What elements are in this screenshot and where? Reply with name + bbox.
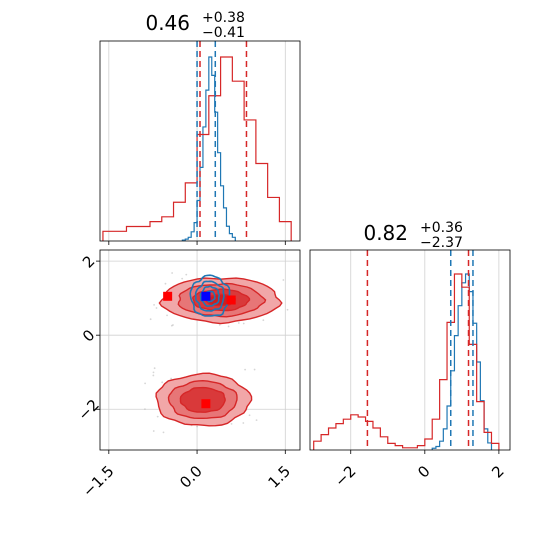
title-param-2-value: 0.82 (363, 221, 408, 245)
title-param-1-plus: +0.38 (202, 10, 245, 26)
blue-contour-1 (194, 280, 225, 312)
tick-label-x-2: 2 (488, 462, 507, 481)
quantile-lines-param-1 (196, 41, 248, 241)
truth-markers (163, 291, 236, 409)
joint-panel: −1.5 0.0 1.5 2 0 −2 (75, 249, 301, 501)
tick-label-x-1: 0 (414, 462, 433, 481)
histogram-param-2 (313, 273, 500, 450)
sample-point (248, 414, 251, 417)
truth-marker-3 (201, 291, 211, 301)
title-param-1-value: 0.46 (145, 11, 190, 35)
title-param-1-minus: −0.41 (202, 25, 245, 41)
tick-label-y-0: 2 (79, 252, 98, 271)
sample-point (196, 425, 199, 428)
sample-point (170, 324, 173, 327)
sample-point (255, 419, 258, 422)
sample-point (153, 303, 155, 306)
histogram-series-0 (431, 273, 493, 450)
sample-point (262, 319, 265, 322)
truth-marker-2 (201, 399, 211, 409)
tick-label-x-2: 1.5 (265, 462, 295, 492)
histogram-series-0 (181, 56, 236, 241)
blue-contour-0 (189, 274, 231, 317)
sample-point (253, 368, 256, 371)
tick-label-x-0: −2 (331, 462, 359, 490)
sample-point (153, 367, 156, 370)
ticks-param-2: −2 0 2 (331, 450, 508, 490)
sample-point (164, 282, 167, 285)
sample-point (155, 307, 158, 309)
sample-point (149, 318, 152, 321)
tick-label-y-2: −2 (75, 396, 103, 424)
tick-label-x-0: −1.5 (79, 462, 117, 500)
sample-point (144, 382, 147, 385)
ticks-param-1 (108, 241, 286, 245)
sample-point (237, 322, 240, 324)
histogram-series-1 (102, 56, 292, 241)
title-param-2-minus: −2.37 (420, 235, 463, 251)
truth-marker-1 (226, 295, 236, 305)
axes-frame-param-2 (309, 249, 511, 451)
histogram-series-1 (313, 273, 500, 450)
sample-point (230, 422, 233, 425)
sample-point (218, 323, 221, 326)
sample-point (144, 408, 146, 410)
axes-frame-joint (99, 249, 301, 451)
sample-point (171, 272, 174, 274)
sample-point (181, 277, 184, 280)
truth-marker-0 (163, 291, 173, 301)
axes-frame-param-1 (99, 40, 301, 242)
sample-point (185, 273, 188, 276)
marginal-panel-param-2: 0.82 +0.36 −2.37 −2 0 2 (309, 220, 511, 490)
sample-point (152, 430, 155, 432)
sample-point (162, 431, 165, 434)
sample-point (152, 371, 155, 374)
tick-label-y-1: 0 (79, 326, 98, 345)
sample-point (242, 422, 245, 424)
marginal-panel-param-1: 0.46 +0.38 −0.41 (99, 10, 301, 245)
sample-point (227, 325, 230, 328)
sample-point (166, 314, 168, 317)
sample-point (282, 279, 285, 281)
histogram-param-1 (102, 56, 292, 241)
sample-point (156, 415, 159, 418)
quantile-lines-param-2 (366, 250, 474, 450)
sample-point (242, 322, 245, 325)
sample-point (244, 368, 247, 371)
sample-point (152, 374, 155, 377)
sample-point (286, 308, 289, 311)
sample-point (161, 381, 164, 384)
tick-label-x-1: 0.0 (176, 462, 206, 492)
sample-point (170, 377, 173, 380)
title-param-2-plus: +0.36 (420, 220, 463, 236)
blue-contour-2 (199, 285, 221, 308)
